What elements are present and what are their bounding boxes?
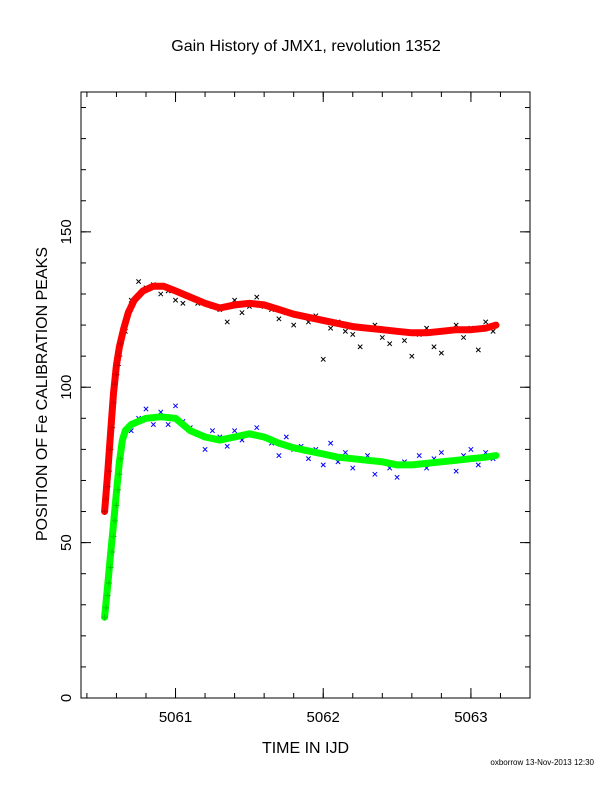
series-5-point [101, 614, 108, 621]
series-5-point [109, 548, 116, 555]
x-tick-label: 5063 [454, 709, 487, 726]
series-1-point [468, 446, 474, 452]
series-1-point [342, 449, 348, 456]
series-0-point [350, 331, 356, 337]
series-1-point [254, 425, 260, 431]
plot-frame [80, 91, 531, 699]
series-5-point [106, 580, 113, 587]
series-1-point [165, 421, 171, 428]
series-0-point [180, 300, 186, 306]
series-5-point [116, 471, 123, 478]
series-1-point [305, 456, 312, 462]
series-5-point [103, 604, 110, 611]
series-4-point [106, 468, 113, 475]
x-tick-label: 5061 [159, 709, 192, 726]
series-5-point [114, 486, 121, 493]
series-4-point [109, 424, 116, 431]
series-1-point [143, 406, 149, 412]
series-5-point [111, 517, 118, 524]
series-3-curve [101, 413, 500, 621]
y-tick-label: 0 [58, 694, 75, 702]
series-1-point [328, 440, 334, 446]
x-tick-label: 5062 [307, 709, 340, 726]
series-0-point [401, 338, 408, 344]
series-1-point [350, 465, 356, 471]
series-4-point [101, 508, 108, 515]
series-0-point [475, 347, 481, 353]
series-1-point [372, 471, 378, 477]
series-5-point [104, 592, 111, 599]
series-4-point [117, 340, 124, 347]
series-0-point [158, 291, 164, 297]
series-4-point [114, 362, 121, 369]
series-4-point [113, 371, 120, 378]
series-1-point [202, 446, 208, 452]
series-1-point [320, 462, 326, 468]
series-0-point [431, 344, 437, 350]
series-1-point [475, 462, 481, 468]
series-0-point [409, 353, 415, 359]
series-1-point [172, 403, 179, 409]
series-0-point [483, 319, 489, 325]
series-0-point [342, 328, 348, 334]
series-4-point [103, 496, 110, 503]
series-0-point [460, 334, 467, 341]
series-5-point [110, 533, 117, 540]
series-4-point [104, 483, 111, 490]
series-1-point [453, 468, 459, 474]
series-0-point [239, 310, 245, 316]
footer-credit: oxborrow 13-Nov-2013 12:30 [490, 758, 594, 767]
series-1-point [232, 428, 238, 434]
series-4-point [110, 399, 117, 406]
x-axis-label: TIME IN IJD [261, 740, 350, 757]
series-5-point [117, 455, 124, 462]
series-0-point [254, 294, 260, 300]
series-5-point [113, 502, 120, 509]
series-0-point [224, 319, 230, 325]
series-1-point [150, 421, 156, 428]
chart-title: Gain History of JMX1, revolution 1352 [171, 38, 441, 55]
series-0-point [387, 341, 393, 347]
y-tick-label: 50 [58, 534, 75, 551]
series-0-point [136, 279, 142, 285]
series-0-point [276, 316, 282, 322]
series-4-point [107, 446, 114, 453]
series-4-point [111, 381, 118, 388]
series-0-point [320, 356, 326, 362]
series-2-curve [101, 282, 500, 515]
y-tick-label: 100 [58, 375, 75, 400]
series-0-point [172, 297, 179, 303]
series-0-point [328, 325, 334, 331]
series-1-point [224, 443, 230, 449]
series-0-point [357, 344, 363, 350]
y-tick-label: 150 [58, 219, 75, 244]
series-1-point [209, 428, 216, 434]
series-0-point [379, 334, 385, 341]
series-0-point [438, 350, 444, 356]
series-1-point [276, 453, 282, 459]
y-axis-label: POSITION OF Fe CALIBRATION PEAKS [34, 247, 51, 541]
series-1-point [283, 434, 289, 440]
series-1-point [438, 449, 444, 456]
series-5-point [107, 564, 114, 571]
series-1-point [416, 453, 422, 459]
series-0-point [291, 322, 297, 328]
series-1-point [394, 474, 400, 480]
series-4-point [116, 353, 123, 360]
